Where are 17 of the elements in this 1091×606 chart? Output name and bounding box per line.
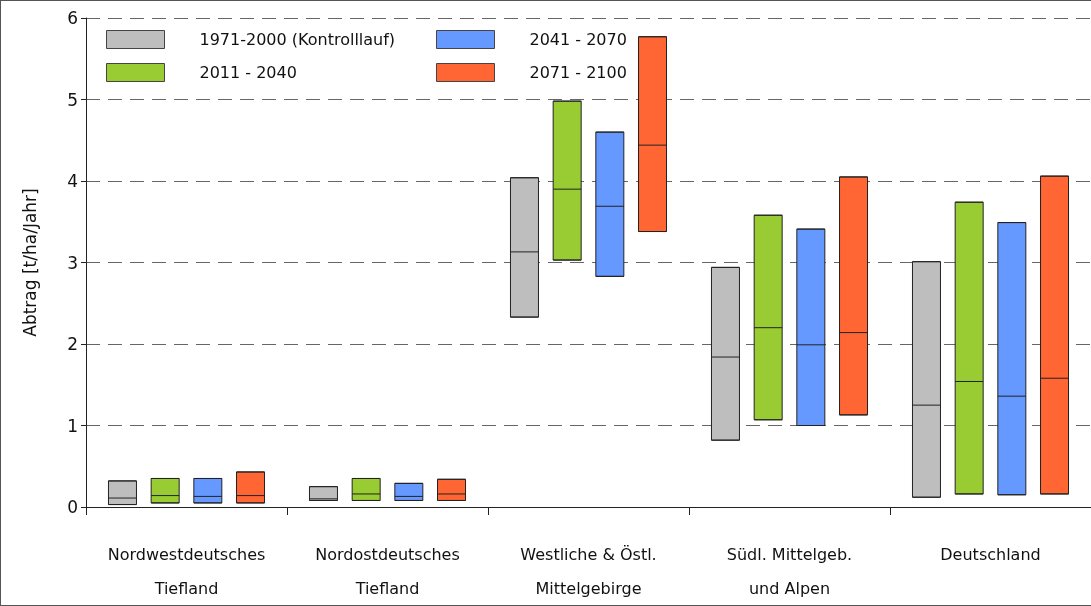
legend-label: 2041 - 2070 xyxy=(529,30,627,49)
y-tick-label: 1 xyxy=(67,415,78,436)
x-tick-label: Nordostdeutsches Tiefland xyxy=(315,544,460,598)
x-tick-label: Westliche & Östl. Mittelgebirge xyxy=(520,544,657,598)
x-tick-label: Nordwestdeutsches Tiefland xyxy=(107,544,266,598)
x-tick-label: Deutschland xyxy=(940,544,1041,564)
legend-label: 2011 - 2040 xyxy=(199,63,297,82)
y-tick-label: 3 xyxy=(67,252,78,273)
y-tick-label: 5 xyxy=(67,89,78,110)
y-tick-label: 2 xyxy=(67,334,78,354)
y-tick-label: 4 xyxy=(67,171,78,191)
legend-label: 2071 - 2100 xyxy=(529,63,627,82)
y-tick-label: 6 xyxy=(67,8,78,28)
y-tick-label: 0 xyxy=(67,497,78,517)
x-tick-label: Südl. Mittelgeb. und Alpen xyxy=(726,544,853,598)
y-axis-title: Abtrag [t/ha/Jahr] xyxy=(19,188,40,337)
legend-label: 1971-2000 (Kontrolllauf) xyxy=(199,30,396,49)
